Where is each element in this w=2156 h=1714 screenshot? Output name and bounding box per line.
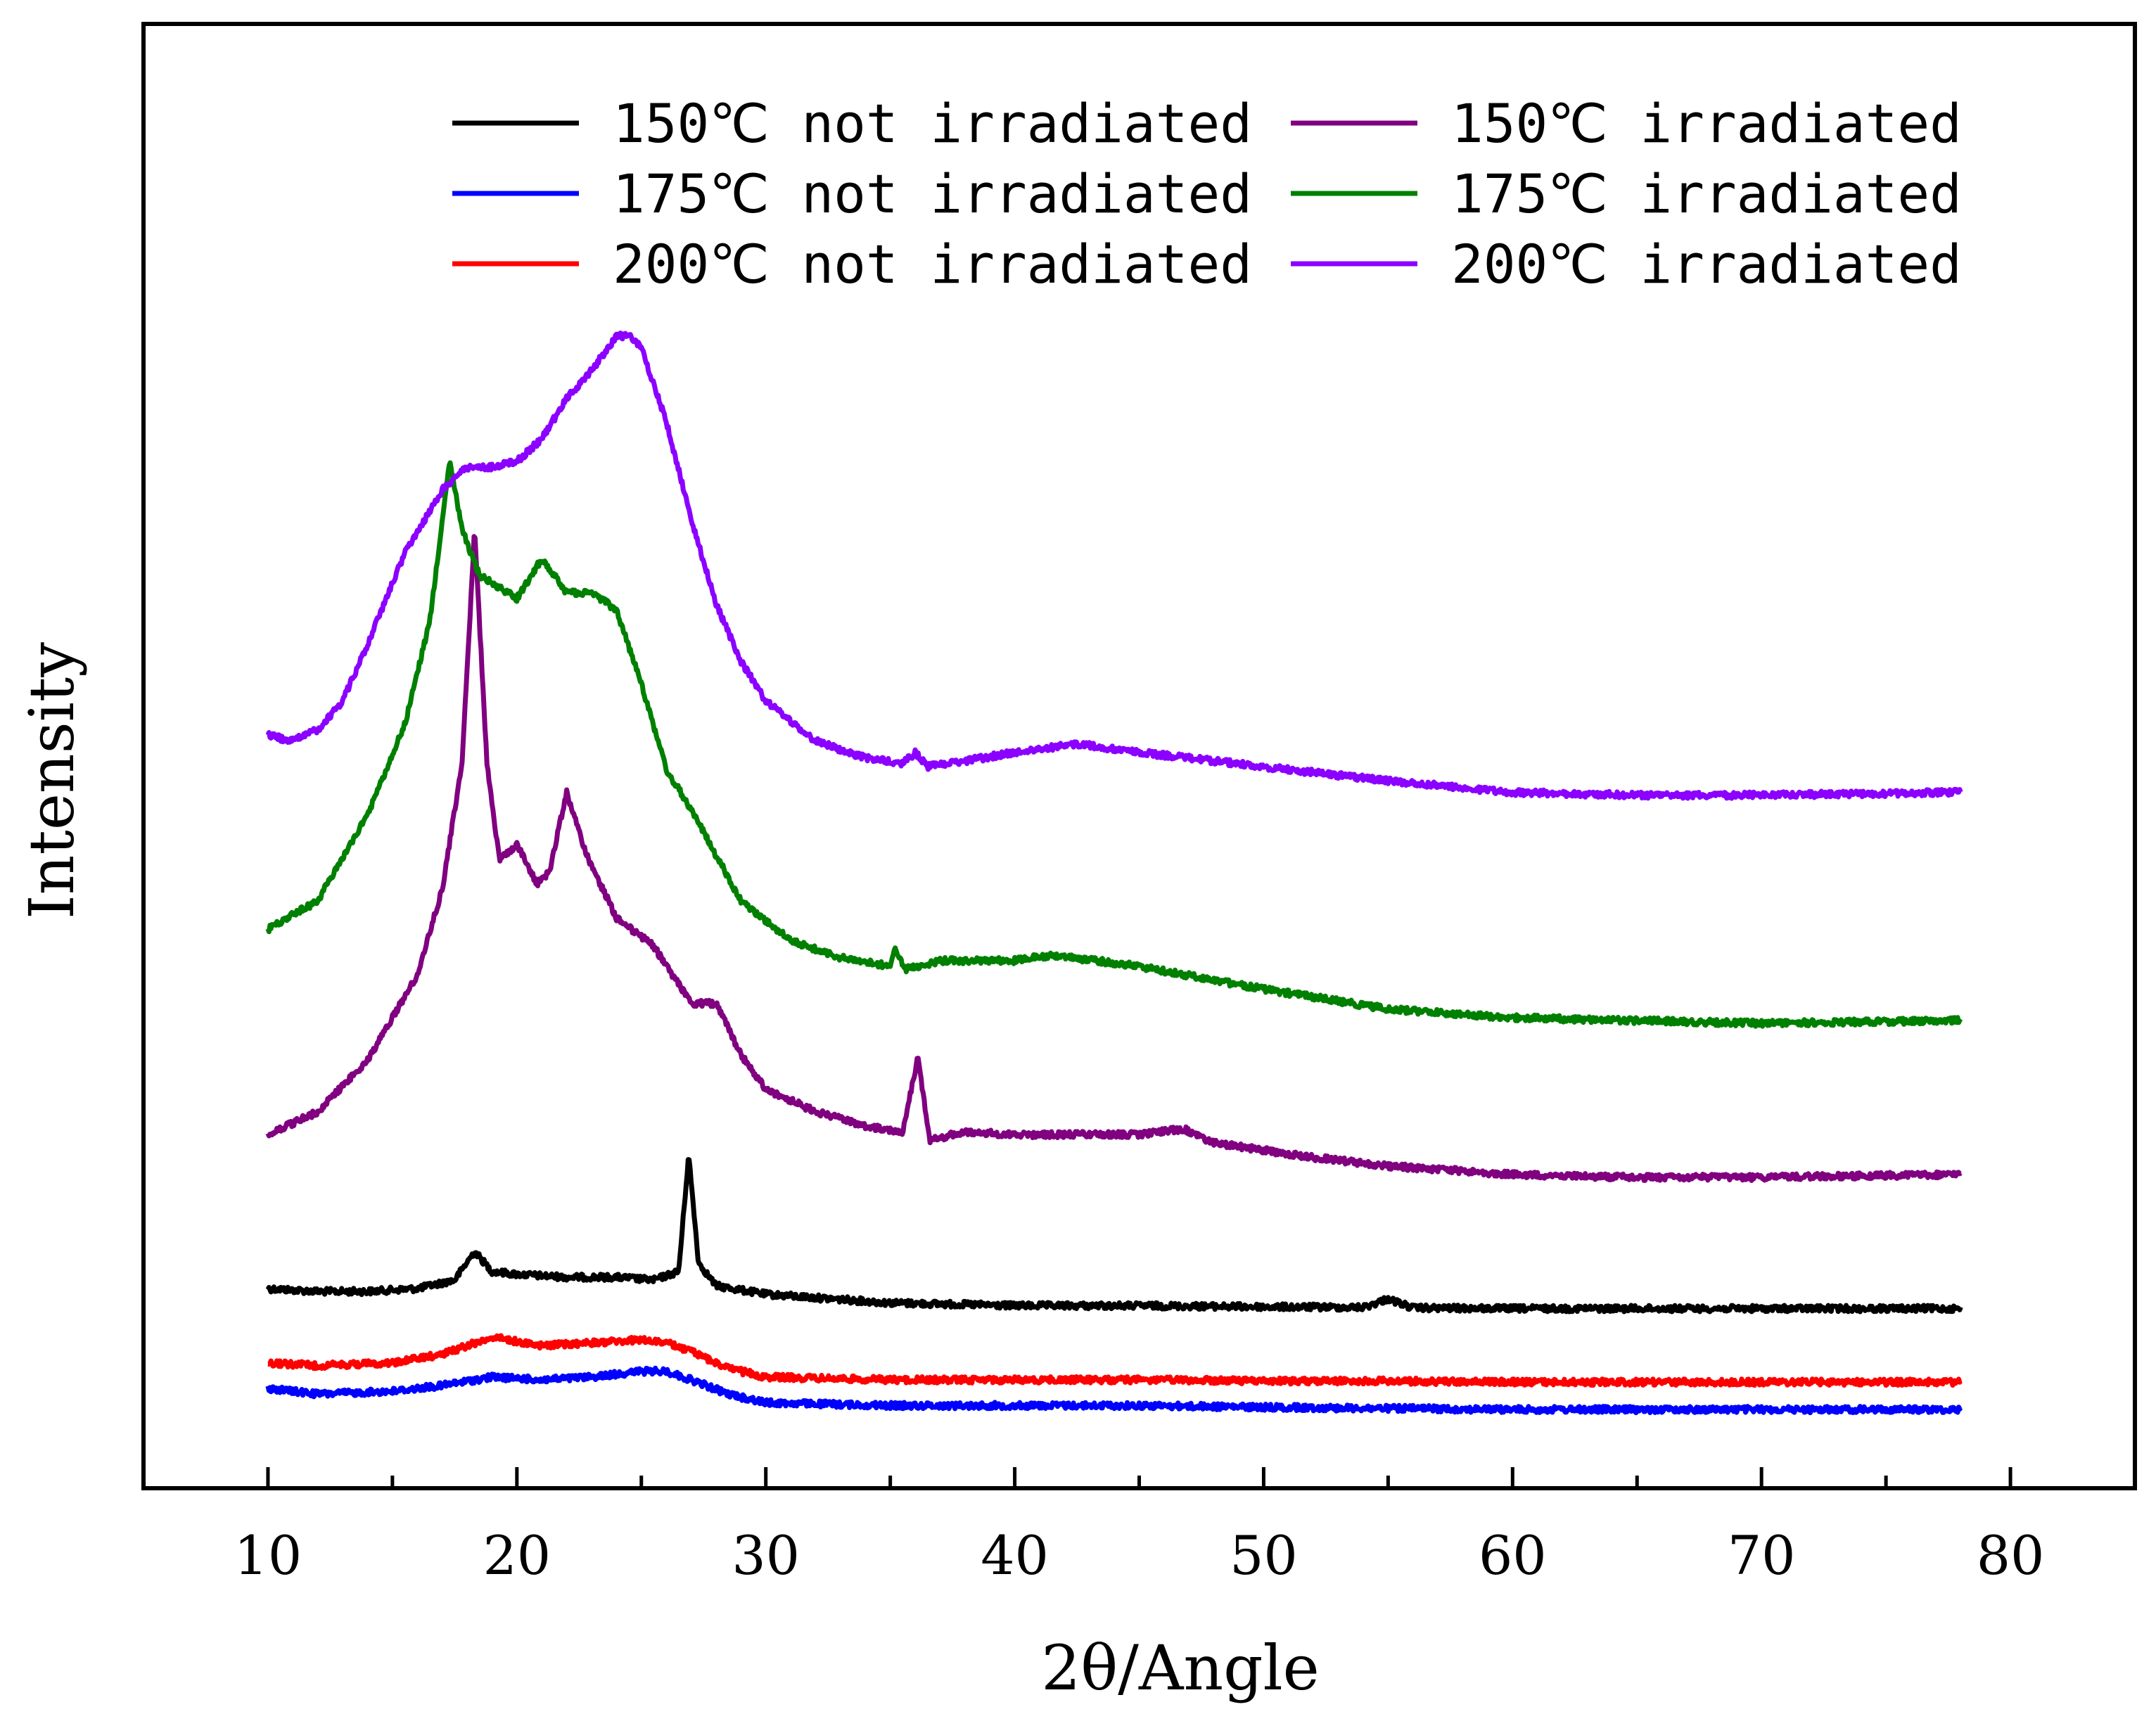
legend-label: 200℃ irradiated — [1451, 233, 1962, 295]
x-tick-label: 50 — [1230, 1524, 1298, 1587]
x-tick-label: 30 — [732, 1524, 800, 1587]
legend-label: 200℃ not irradiated — [613, 233, 1252, 295]
x-tick-label: 20 — [483, 1524, 551, 1587]
legend-label: 150℃ not irradiated — [613, 92, 1252, 155]
series-line-2 — [265, 1365, 1963, 1416]
legend-label: 175℃ irradiated — [1451, 162, 1962, 225]
series-line-3 — [266, 1333, 1963, 1388]
x-tick-label: 70 — [1728, 1524, 1796, 1587]
x-tick-label: 40 — [981, 1524, 1049, 1587]
x-axis-tick-labels: 10 20 30 40 50 60 70 80 — [234, 1524, 2045, 1587]
x-tick-label: 80 — [1977, 1524, 2045, 1587]
x-axis-ticks — [266, 1467, 2013, 1488]
series-line-6 — [265, 331, 1963, 801]
legend-label: 175℃ not irradiated — [613, 162, 1252, 225]
series-line-4 — [265, 534, 1963, 1183]
series-line-5 — [265, 460, 1963, 1029]
y-axis-label: Intensity — [15, 642, 88, 919]
series-line-1 — [265, 1157, 1963, 1315]
x-axis-label: 2θ/Angle — [1041, 1632, 1319, 1704]
x-tick-label: 10 — [234, 1524, 302, 1587]
x-tick-label: 60 — [1479, 1524, 1547, 1587]
legend: 150℃ not irradiated 175℃ not irradiated 20… — [452, 92, 1962, 295]
legend-label: 150℃ irradiated — [1451, 92, 1962, 155]
series-layer — [265, 331, 1963, 1416]
